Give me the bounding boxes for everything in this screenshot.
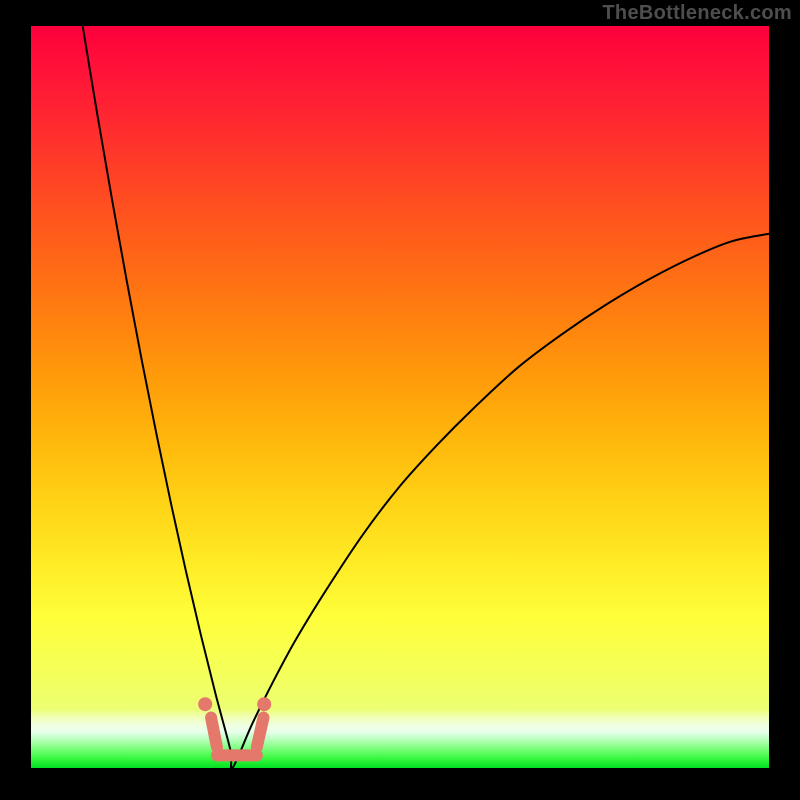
plot-area — [31, 26, 769, 768]
valley-bar-right — [257, 718, 264, 748]
valley-bar-left — [211, 718, 217, 748]
bottleneck-chart — [0, 0, 800, 800]
valley-dot-right — [257, 697, 271, 711]
valley-dot-left — [198, 697, 212, 711]
chart-stage: TheBottleneck.com — [0, 0, 800, 800]
